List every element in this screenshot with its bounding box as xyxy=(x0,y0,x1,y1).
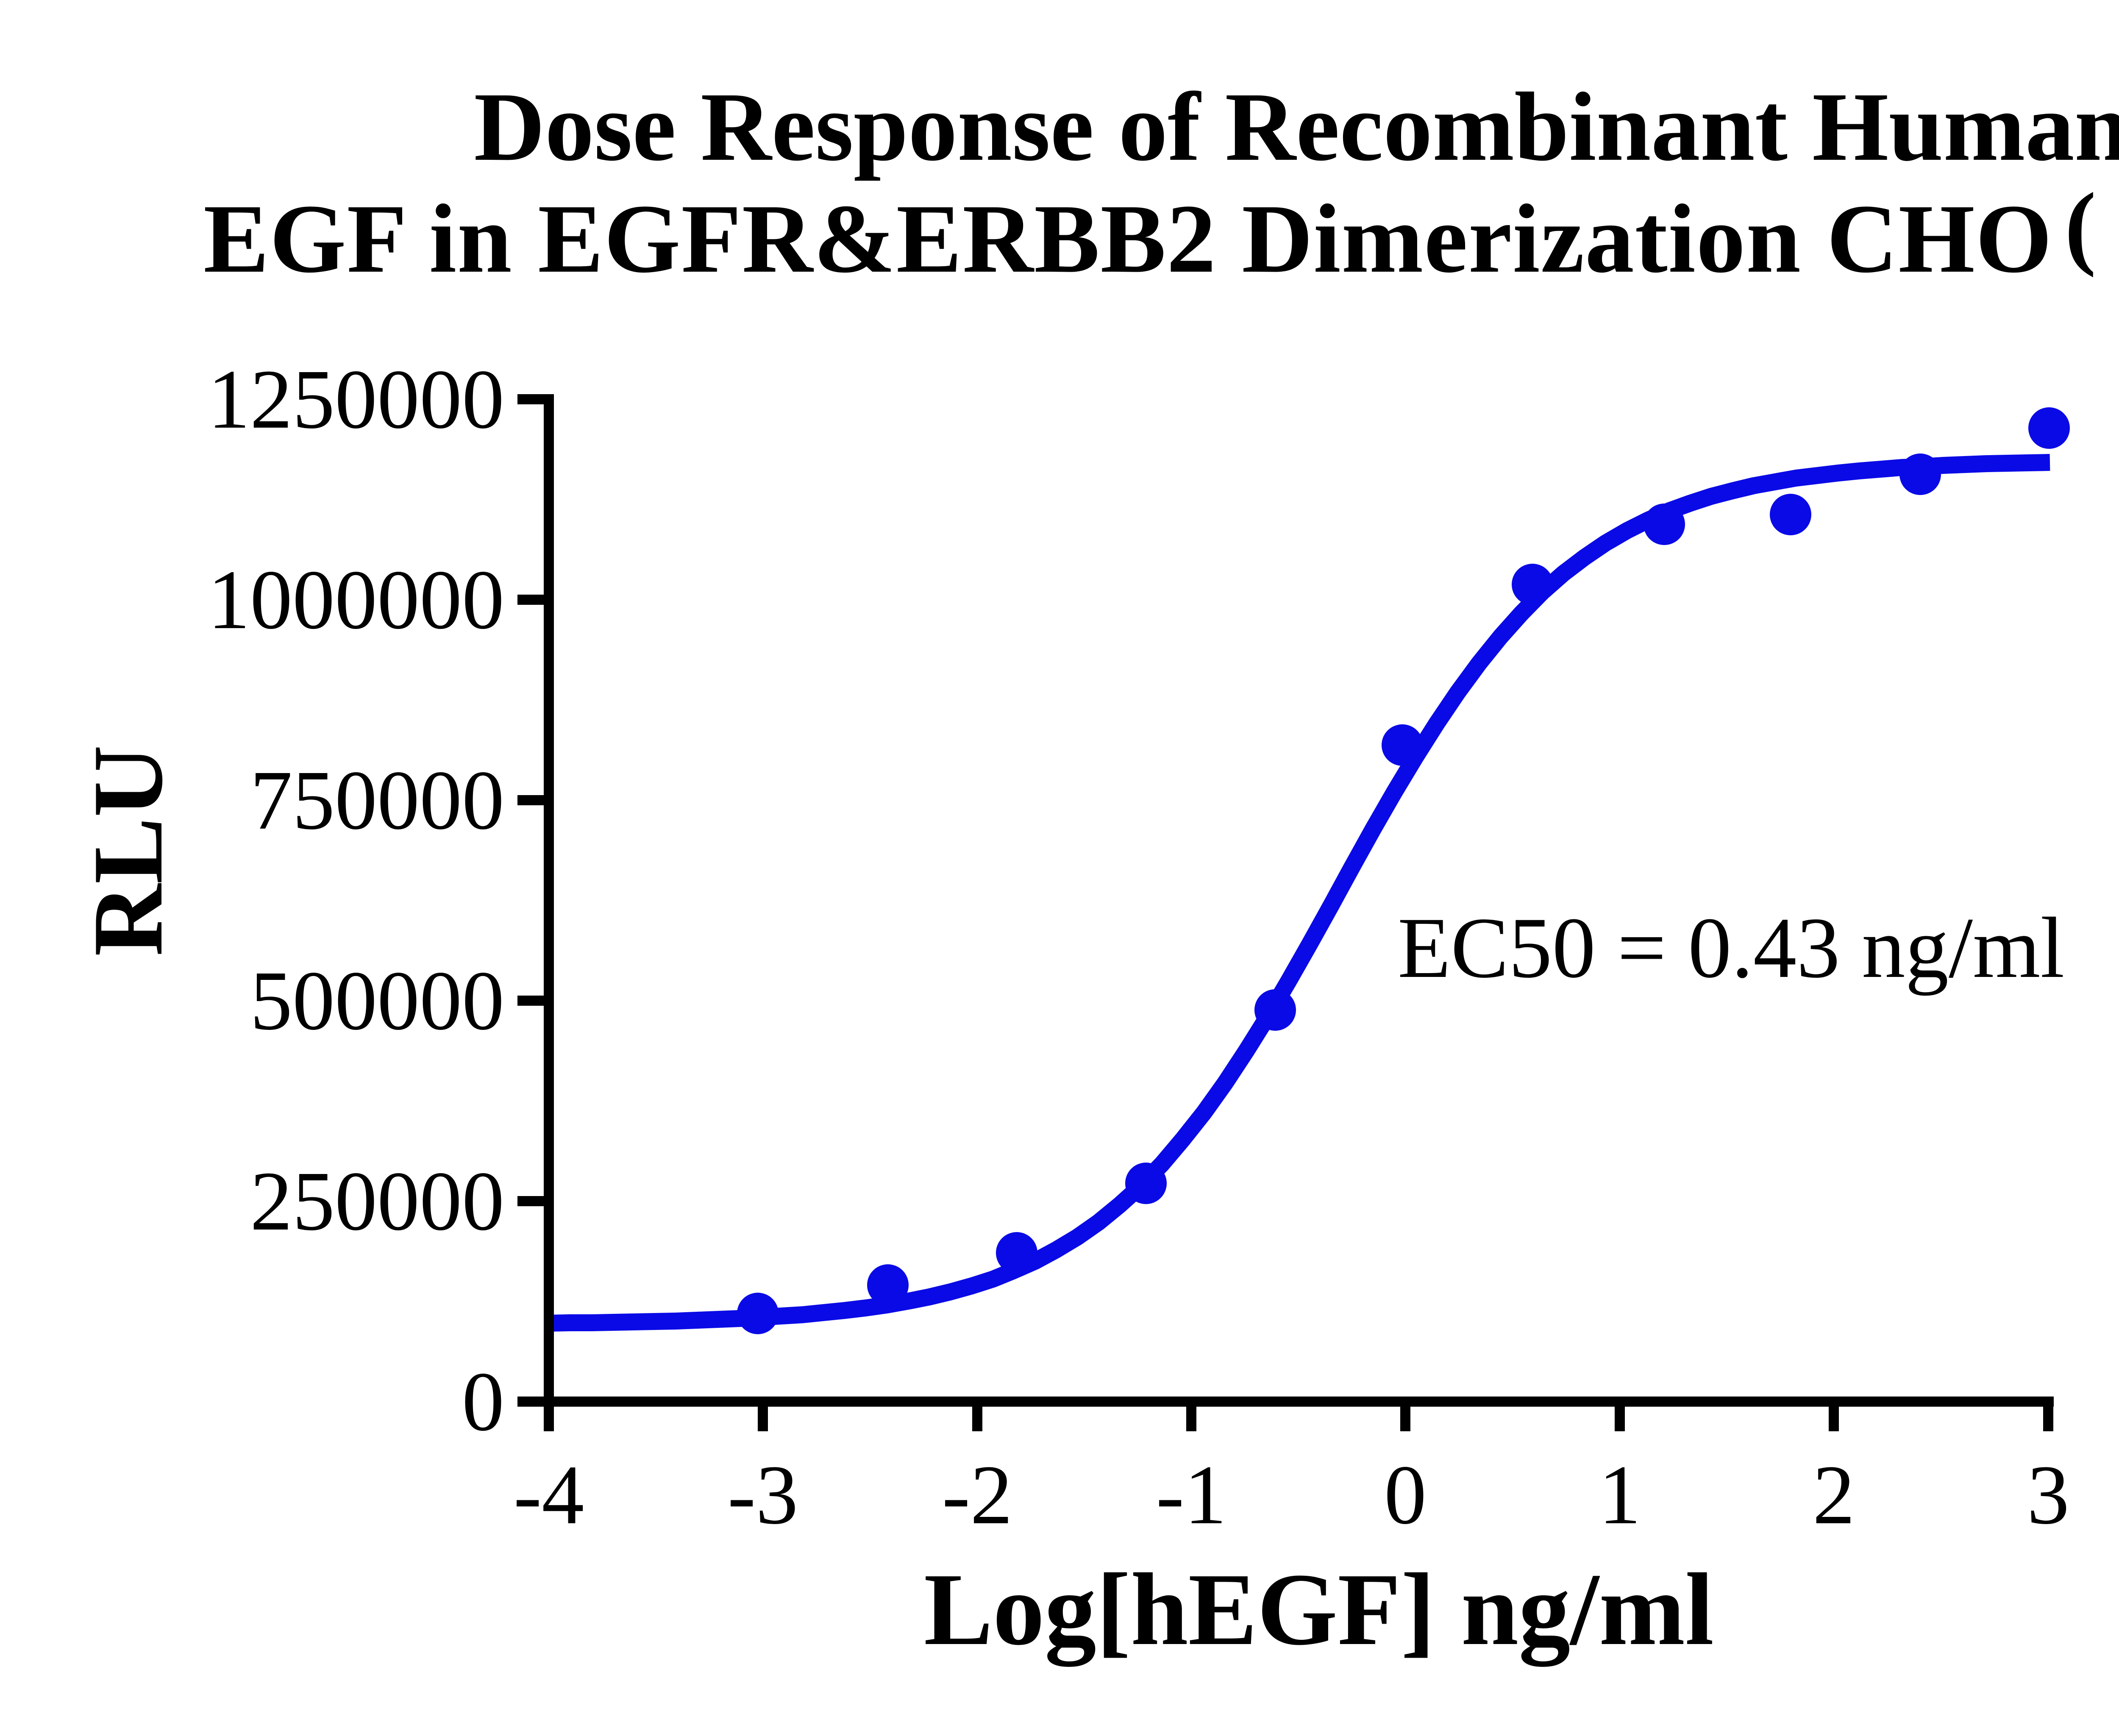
svg-text:-2: -2 xyxy=(942,1448,1013,1542)
svg-text:0: 0 xyxy=(462,1355,504,1449)
svg-text:(: ( xyxy=(2065,174,2096,278)
svg-text:250000: 250000 xyxy=(250,1155,504,1248)
svg-text:3: 3 xyxy=(2027,1448,2069,1542)
svg-text:RLU: RLU xyxy=(73,745,184,956)
svg-text:0: 0 xyxy=(1384,1448,1427,1542)
svg-text:-1: -1 xyxy=(1156,1448,1227,1542)
svg-text:1250000: 1250000 xyxy=(208,353,504,446)
svg-text:EC50 = 0.43 ng/ml: EC50 = 0.43 ng/ml xyxy=(1398,900,2064,996)
svg-text:750000: 750000 xyxy=(250,754,504,847)
svg-text:1: 1 xyxy=(1599,1448,1641,1542)
svg-text:Dose Response of Recombinant H: Dose Response of Recombinant Human xyxy=(474,72,2119,181)
svg-text:500000: 500000 xyxy=(250,954,504,1048)
svg-text:2: 2 xyxy=(1813,1448,1855,1542)
svg-text:EGF in EGFR&ERBB2 Dimerization: EGF in EGFR&ERBB2 Dimerization CHO xyxy=(203,184,2053,293)
svg-text:-3: -3 xyxy=(728,1448,798,1542)
svg-text:Log[hEGF] ng/ml: Log[hEGF] ng/ml xyxy=(924,1552,1714,1667)
svg-text:-4: -4 xyxy=(514,1448,584,1542)
svg-text:1000000: 1000000 xyxy=(208,553,504,647)
